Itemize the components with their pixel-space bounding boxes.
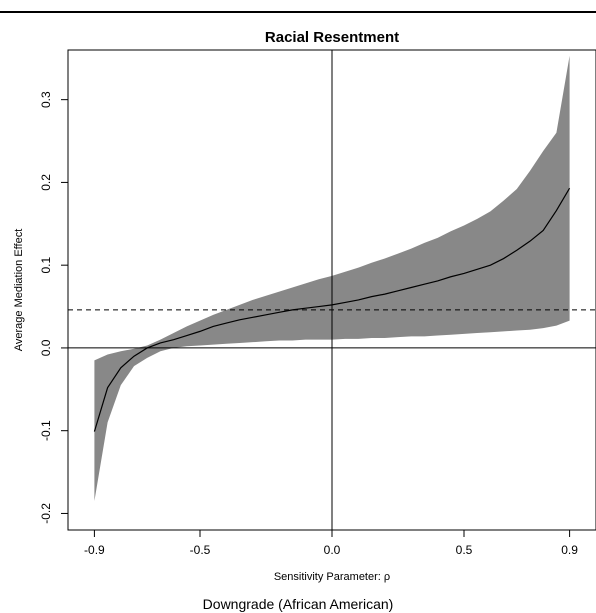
x-axis-label: Sensitivity Parameter: ρ — [274, 571, 390, 583]
chart-title: Racial Resentment — [265, 29, 399, 46]
y-tick-label: -0.1 — [39, 420, 53, 441]
figure-caption: Downgrade (African American) — [202, 596, 394, 612]
x-tick-label: 0.9 — [561, 543, 578, 557]
y-tick-label: 0.1 — [39, 257, 53, 274]
x-tick-label: -0.9 — [84, 543, 105, 557]
mediation-sensitivity-chart: Racial Resentment -0.9 -0.5 0.0 0.5 0.9 -0.2… — [13, 29, 596, 583]
y-tick-label: 0.0 — [39, 339, 53, 356]
mediation-effect-line — [93, 187, 571, 432]
x-tick-label: -0.5 — [190, 543, 211, 557]
x-tick-label: 0.5 — [456, 543, 473, 557]
y-tick-label: 0.2 — [39, 174, 53, 191]
y-tick-label: -0.2 — [39, 503, 53, 524]
y-axis-label: Average Mediation Effect — [13, 229, 25, 352]
top-rule — [0, 11, 596, 13]
y-tick-label: 0.3 — [39, 91, 53, 108]
x-tick-label: 0.0 — [324, 543, 341, 557]
